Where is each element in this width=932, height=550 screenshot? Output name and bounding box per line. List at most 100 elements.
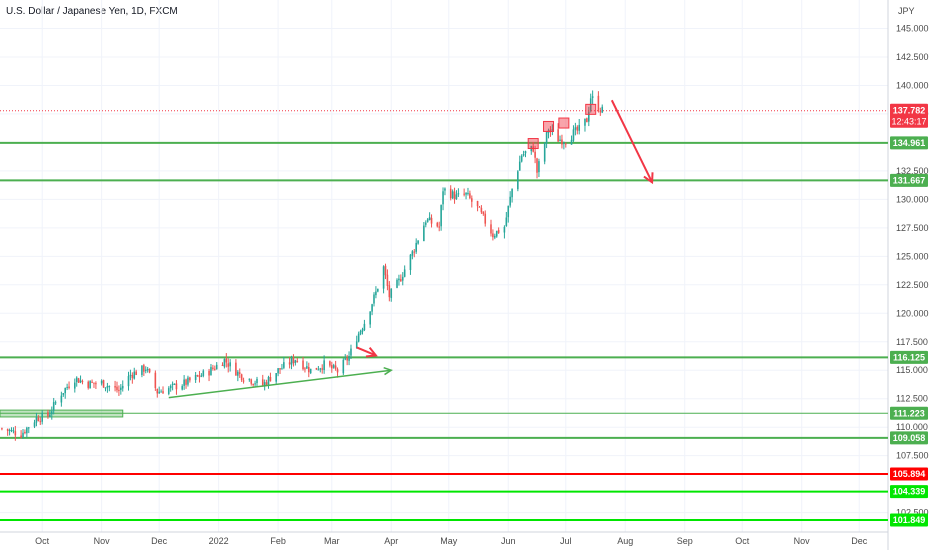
candle-body-159 bbox=[428, 217, 431, 221]
candle-body-136 bbox=[369, 311, 371, 325]
candle-body-2 bbox=[8, 430, 11, 432]
candle-body-23 bbox=[64, 388, 67, 394]
candle-body-0 bbox=[1, 428, 3, 430]
price-tick-label-10: 117.500 bbox=[896, 337, 928, 347]
level-label-1: 131.667 bbox=[893, 175, 926, 185]
candle-body-141 bbox=[382, 266, 385, 289]
candle-body-50 bbox=[135, 371, 137, 375]
candle-body-3 bbox=[10, 430, 13, 432]
candle-body-27 bbox=[75, 377, 78, 382]
candle-body-119 bbox=[321, 368, 324, 370]
level-label-box-6 bbox=[890, 485, 928, 499]
candle-body-15 bbox=[41, 412, 43, 422]
bearish-arrow-1 bbox=[610, 99, 653, 183]
candle-body-34 bbox=[93, 382, 95, 384]
candle-body-130 bbox=[350, 348, 352, 356]
candle-body-182 bbox=[492, 233, 494, 238]
candle-body-117 bbox=[317, 369, 320, 371]
candle-body-63 bbox=[171, 383, 174, 385]
candle-body-142 bbox=[384, 265, 387, 276]
time-tick-label-6: Apr bbox=[384, 536, 398, 546]
candle-body-112 bbox=[304, 368, 306, 370]
candle-body-89 bbox=[240, 374, 243, 381]
currency-label: JPY bbox=[898, 6, 915, 16]
bearish-arrowhead-1 bbox=[643, 172, 654, 185]
trend-line-0 bbox=[168, 369, 392, 399]
candle-body-191 bbox=[517, 171, 519, 190]
candle-body-178 bbox=[480, 207, 483, 213]
time-tick-label-13: Nov bbox=[794, 536, 811, 546]
candle-body-174 bbox=[469, 193, 471, 199]
candle-body-78 bbox=[212, 367, 214, 369]
countdown-label: 12:43:17 bbox=[891, 117, 926, 127]
candle-body-96 bbox=[261, 379, 264, 386]
candle-body-134 bbox=[361, 329, 364, 332]
candle-body-223 bbox=[601, 106, 604, 113]
time-tick-label-1: Nov bbox=[94, 536, 111, 546]
candle-body-177 bbox=[478, 206, 481, 208]
candle-body-4 bbox=[12, 430, 15, 432]
level-label-3: 111.223 bbox=[893, 408, 925, 418]
candle-body-18 bbox=[50, 411, 53, 415]
candle-body-120 bbox=[323, 360, 325, 371]
candle-body-188 bbox=[507, 205, 510, 218]
candle-body-56 bbox=[154, 372, 157, 389]
level-label-0: 134.961 bbox=[893, 138, 926, 148]
candle-body-158 bbox=[426, 219, 429, 222]
level-label-6: 104.339 bbox=[893, 487, 926, 497]
candle-body-101 bbox=[275, 373, 277, 382]
candle-body-70 bbox=[189, 377, 191, 381]
candle-body-155 bbox=[417, 240, 419, 244]
candle-body-205 bbox=[551, 129, 554, 131]
candle-body-66 bbox=[181, 386, 184, 390]
candle-body-72 bbox=[196, 375, 199, 377]
candle-body-111 bbox=[302, 360, 304, 370]
price-tick-label-5: 130.000 bbox=[896, 194, 929, 204]
candle-body-129 bbox=[348, 355, 350, 361]
candle-body-172 bbox=[465, 192, 467, 195]
candle-body-74 bbox=[200, 375, 203, 377]
candle-body-43 bbox=[118, 389, 120, 391]
trend-line-arrowhead-0 bbox=[383, 366, 393, 376]
candle-body-58 bbox=[158, 391, 160, 394]
level-label-box-0 bbox=[890, 136, 928, 150]
level-label-4: 109.058 bbox=[893, 433, 926, 443]
candle-body-149 bbox=[401, 276, 404, 281]
candle-body-109 bbox=[294, 360, 297, 363]
candle-body-100 bbox=[269, 377, 272, 382]
level-label-2: 116.125 bbox=[893, 352, 925, 362]
candle-body-110 bbox=[296, 360, 299, 362]
level-label-box-1 bbox=[890, 173, 928, 187]
candle-body-179 bbox=[482, 211, 485, 214]
candle-body-7 bbox=[22, 432, 24, 438]
candle-body-118 bbox=[319, 368, 322, 370]
candle-body-173 bbox=[467, 192, 469, 194]
candle-body-35 bbox=[95, 383, 97, 385]
candle-body-206 bbox=[557, 129, 559, 142]
candle-body-214 bbox=[576, 126, 579, 131]
candle-body-88 bbox=[238, 372, 241, 374]
candle-body-29 bbox=[79, 380, 82, 383]
candle-body-94 bbox=[254, 383, 256, 385]
candle-body-52 bbox=[143, 365, 145, 372]
candle-body-13 bbox=[37, 417, 40, 421]
price-tick-label-6: 127.500 bbox=[896, 223, 929, 233]
candle-body-85 bbox=[229, 362, 231, 367]
time-tick-label-2: Dec bbox=[151, 536, 168, 546]
time-tick-label-9: Jul bbox=[560, 536, 572, 546]
top-marker-3 bbox=[585, 103, 597, 115]
candle-body-9 bbox=[26, 427, 28, 434]
candle-body-167 bbox=[451, 191, 454, 199]
candle-body-16 bbox=[47, 412, 49, 417]
candle-body-131 bbox=[355, 341, 358, 349]
candle-body-165 bbox=[444, 188, 446, 191]
candle-body-91 bbox=[248, 378, 251, 380]
candle-body-135 bbox=[363, 323, 366, 331]
candle-body-126 bbox=[342, 359, 345, 374]
candle-body-32 bbox=[89, 381, 91, 389]
bearish-arrowhead-0 bbox=[365, 347, 378, 358]
candle-body-124 bbox=[334, 365, 337, 369]
candle-body-82 bbox=[223, 358, 226, 367]
candle-body-92 bbox=[250, 379, 253, 384]
